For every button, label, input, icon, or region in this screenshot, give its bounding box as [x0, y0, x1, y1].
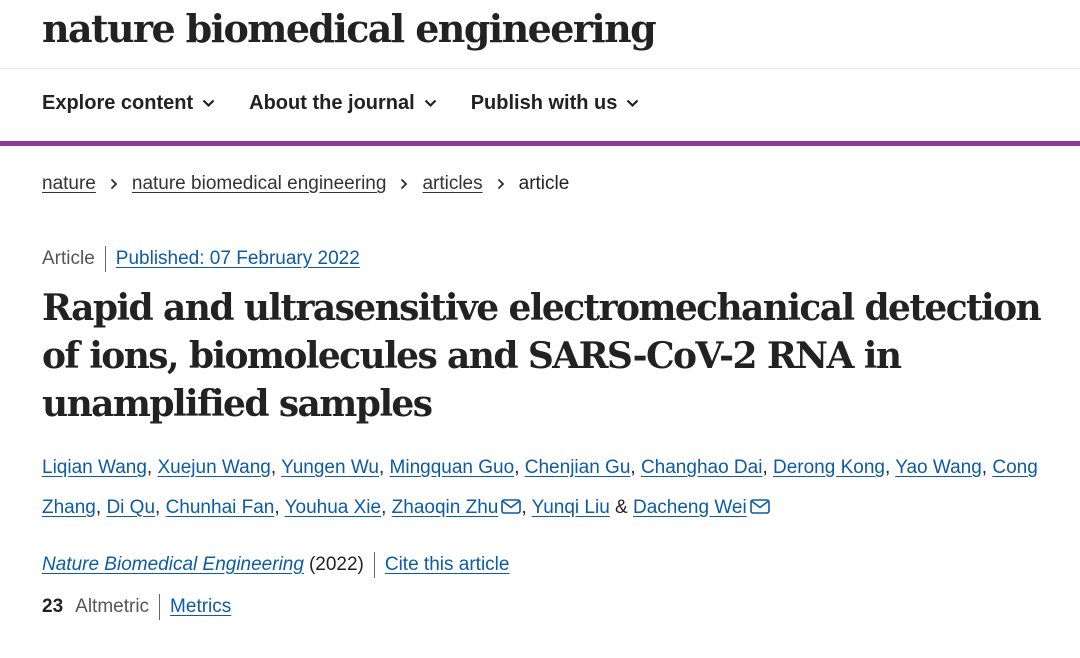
author-link[interactable]: Zhaoqin Zhu [391, 497, 499, 518]
nav-item-label: Explore content [42, 92, 194, 114]
chevron-right-icon [400, 178, 408, 190]
nav-publish-with-us[interactable]: Publish with us [471, 92, 640, 115]
author-link[interactable]: Chunhai Fan [165, 497, 275, 518]
author-link[interactable]: Liqian Wang [42, 457, 147, 478]
breadcrumb-link-nature[interactable]: nature [42, 173, 96, 194]
journal-logo[interactable]: nature biomedical engineering [42, 6, 657, 51]
citation-line: Nature Biomedical Engineering (2022) Cit… [42, 552, 509, 578]
breadcrumb-link-articles[interactable]: articles [422, 173, 483, 194]
altmetric-score: 23 [42, 596, 64, 617]
author-link[interactable]: Changhao Dai [640, 457, 763, 478]
journal-link[interactable]: Nature Biomedical Engineering [42, 554, 304, 575]
author-link[interactable]: Chenjian Gu [524, 457, 631, 478]
article-type: Article [42, 248, 95, 269]
site-header: nature biomedical engineering [0, 0, 1080, 69]
altmetric-label: Altmetric [75, 596, 150, 617]
published-date-link[interactable]: Published: 07 February 2022 [115, 248, 360, 269]
author-link[interactable]: Yao Wang [895, 457, 982, 478]
breadcrumb-current: article [518, 173, 570, 194]
breadcrumb: nature nature biomedical engineering art… [42, 173, 569, 195]
author-link[interactable]: Yungen Wu [281, 457, 379, 478]
divider [159, 594, 161, 620]
cite-article-link[interactable]: Cite this article [384, 554, 510, 575]
nav-about-the-journal[interactable]: About the journal [249, 92, 437, 115]
nav-item-label: About the journal [249, 92, 415, 114]
chevron-right-icon [497, 178, 505, 190]
author-link[interactable]: Xuejun Wang [157, 457, 271, 478]
metrics-link[interactable]: Metrics [170, 596, 232, 617]
author-link[interactable]: Mingquan Guo [389, 457, 515, 478]
author-link[interactable]: Yunqi Liu [531, 497, 610, 518]
chevron-right-icon [110, 178, 118, 190]
chevron-down-icon [626, 99, 639, 108]
breadcrumb-link-journal[interactable]: nature biomedical engineering [131, 173, 387, 194]
mail-icon[interactable] [749, 489, 770, 529]
chevron-down-icon [202, 99, 215, 108]
mail-icon[interactable] [501, 489, 522, 529]
author-link[interactable]: Cong Zhang [42, 457, 1038, 518]
author-link[interactable]: Di Qu [106, 497, 156, 518]
main-nav: Explore content About the journal Publis… [0, 69, 1080, 146]
nav-item-label: Publish with us [470, 92, 618, 114]
metrics-line: 23 Altmetric Metrics [42, 594, 231, 620]
article-meta: Article Published: 07 February 2022 [42, 246, 360, 272]
divider [373, 552, 375, 578]
author-list: Liqian Wang, Xuejun Wang, Yungen Wu, Min… [42, 448, 1052, 529]
divider [104, 246, 106, 272]
article-title: Rapid and ultrasensitive electromechanic… [42, 287, 1042, 425]
author-link[interactable]: Youhua Xie [284, 497, 382, 518]
author-link[interactable]: Derong Kong [773, 457, 885, 478]
author-link[interactable]: Dacheng Wei [633, 497, 747, 518]
publication-year: (2022) [308, 554, 364, 575]
nav-explore-content[interactable]: Explore content [42, 92, 215, 115]
chevron-down-icon [424, 99, 437, 108]
